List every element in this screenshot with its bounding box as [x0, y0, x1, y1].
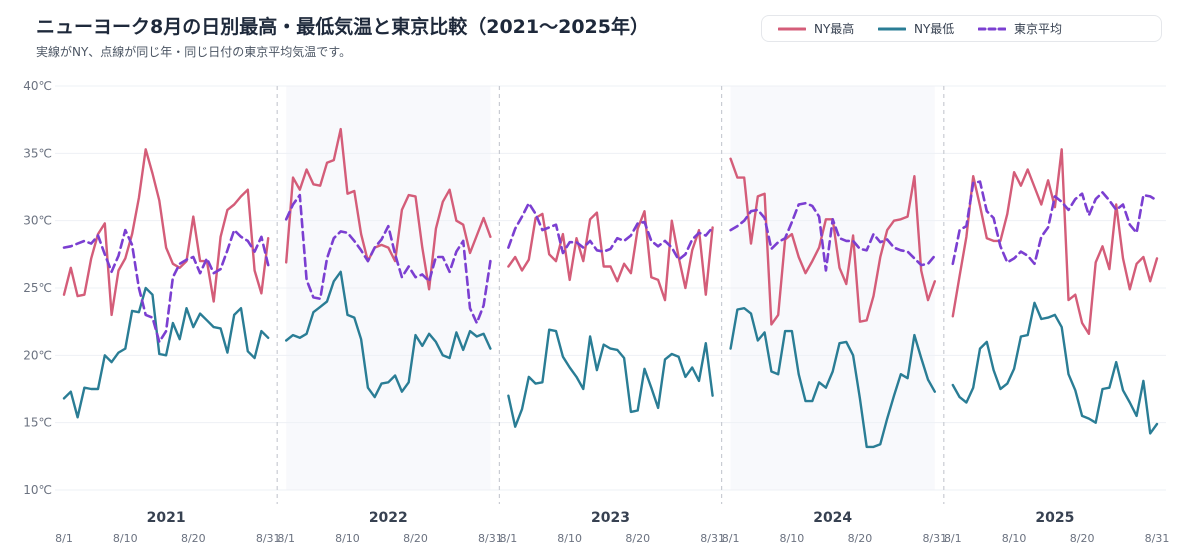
series-line-tokyo-2025 — [951, 180, 1159, 266]
y-tick-label: 15℃ — [23, 416, 52, 430]
panel-year-label-2024: 2024 — [813, 510, 852, 526]
series-line-high-2022 — [285, 127, 492, 291]
series-line-high-2023 — [507, 209, 714, 302]
x-tick-label: 8/20 — [403, 532, 428, 545]
panel-year-label-2021: 2021 — [147, 510, 186, 526]
legend: NY最高 NY最低 東京平均 — [761, 15, 1162, 42]
series-line-low-2025 — [951, 301, 1159, 435]
series-line-low-2021 — [62, 286, 270, 419]
legend-item-tokyo[interactable]: 東京平均 — [978, 16, 1062, 41]
legend-swatch-tokyo — [978, 27, 1006, 30]
series-line-tokyo-2023 — [507, 201, 714, 262]
y-tick-label: 40℃ — [23, 79, 52, 93]
x-tick-label: 8/31 — [256, 532, 281, 545]
x-tick-label: 8/10 — [557, 532, 582, 545]
legend-label-ny-high: NY最高 — [814, 22, 855, 36]
x-tick-label: 8/1 — [277, 532, 295, 545]
x-tick-label: 8/10 — [1002, 532, 1027, 545]
series-line-tokyo-2024 — [729, 201, 937, 272]
series-line-low-2022 — [285, 270, 492, 399]
chart-title: ニューヨーク8月の日別最高・最低気温と東京比較（2021〜2025年） — [36, 16, 649, 38]
legend-item-ny-low[interactable]: NY最低 — [878, 16, 954, 41]
y-tick-label: 30℃ — [23, 214, 52, 228]
legend-swatch-ny-low — [878, 27, 906, 30]
y-tick-label: 20℃ — [23, 348, 52, 362]
legend-item-ny-high[interactable]: NY最高 — [778, 16, 854, 41]
series-line-tokyo-2021 — [62, 228, 270, 344]
x-tick-label: 8/31 — [922, 532, 947, 545]
x-tick-label: 8/1 — [55, 532, 73, 545]
series-line-low-2023 — [507, 328, 714, 428]
y-tick-label: 35℃ — [23, 146, 52, 160]
legend-swatch-ny-high — [778, 27, 806, 30]
x-tick-label: 8/10 — [335, 532, 360, 545]
panel-year-label-2023: 2023 — [591, 510, 630, 526]
legend-label-tokyo: 東京平均 — [1014, 22, 1063, 36]
panel-year-label-2022: 2022 — [369, 510, 408, 526]
x-tick-label: 8/20 — [1070, 532, 1095, 545]
series-line-tokyo-2022 — [284, 193, 492, 325]
x-tick-label: 8/31 — [700, 532, 725, 545]
x-tick-label: 8/20 — [181, 532, 206, 545]
y-tick-label: 10℃ — [23, 483, 52, 497]
x-tick-label: 8/1 — [500, 532, 518, 545]
legend-label-ny-low: NY最低 — [914, 22, 955, 36]
x-tick-label: 8/31 — [478, 532, 503, 545]
series-line-high-2021 — [62, 148, 270, 317]
panel-year-label-2025: 2025 — [1035, 510, 1074, 526]
series-line-low-2024 — [729, 307, 936, 449]
x-tick-label: 8/31 — [1145, 532, 1170, 545]
x-tick-label: 8/20 — [848, 532, 873, 545]
x-tick-label: 8/1 — [944, 532, 962, 545]
x-tick-label: 8/1 — [722, 532, 740, 545]
y-tick-label: 25℃ — [23, 281, 52, 295]
series-line-high-2025 — [951, 148, 1159, 335]
x-tick-label: 8/20 — [625, 532, 650, 545]
x-tick-label: 8/10 — [780, 532, 805, 545]
x-tick-label: 8/10 — [113, 532, 138, 545]
chart-subtitle: 実線がNY、点線が同じ年・同じ日付の東京平均気温です。 — [36, 45, 352, 59]
